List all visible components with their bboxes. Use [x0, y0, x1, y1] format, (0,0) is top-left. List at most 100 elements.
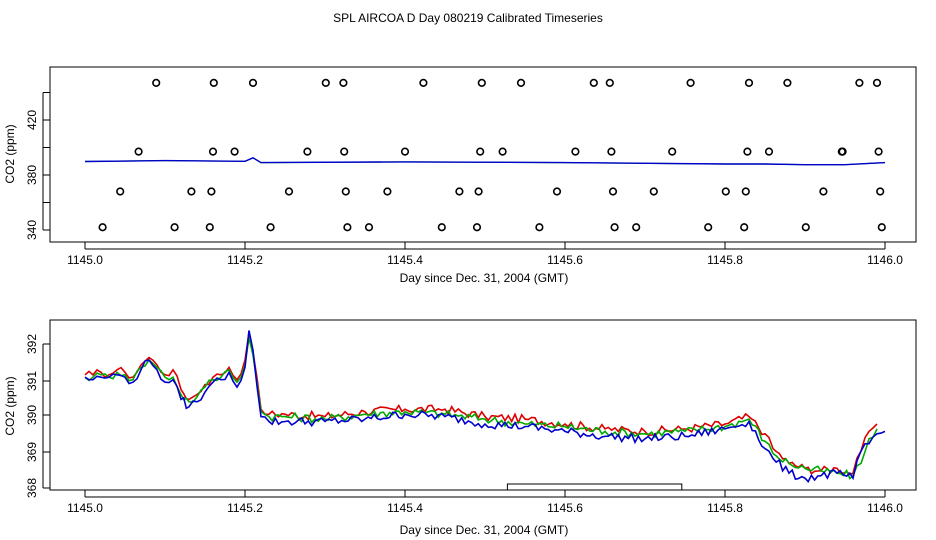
top-plot-frame — [49, 66, 917, 243]
calibration-point — [819, 187, 828, 196]
top-ambient-line — [84, 157, 886, 166]
calibration-point — [340, 147, 349, 156]
top-y-tick-label: 380 — [25, 165, 39, 185]
calibration-point — [764, 147, 774, 156]
calibration-point — [152, 78, 161, 87]
bottom-series-lines — [84, 330, 886, 483]
bottom-time-bar — [506, 483, 683, 491]
calibration-point — [437, 223, 446, 232]
top-x-tick-label: 1145.4 — [387, 253, 423, 267]
calibration-point — [209, 78, 218, 87]
bottom-y-tick-label: 390 — [25, 405, 39, 425]
bottom-panel: 1145.0 1145.2 1145.4 1145.6 1145.8 1146.0 368… — [3, 319, 917, 537]
calibration-point — [343, 223, 352, 232]
bottom-x-tick-label: 1145.6 — [547, 501, 583, 515]
calibration-point — [608, 187, 618, 196]
calibration-point — [419, 78, 428, 87]
calibration-point — [248, 78, 258, 87]
calibration-point — [686, 78, 695, 87]
calibration-point — [589, 78, 598, 87]
top-x-tick-label: 1145.6 — [547, 253, 583, 267]
calibration-point — [704, 223, 713, 232]
bottom-y-axis-title: CO2 (ppm) — [3, 376, 17, 435]
bottom-y-tick-label: 368 — [25, 478, 39, 498]
top-x-tick-label: 1146.0 — [867, 253, 903, 267]
calibration-point — [721, 187, 730, 196]
figure-title: SPL AIRCOA D Day 080219 Calibrated Times… — [333, 11, 603, 25]
top-y-tick-label: 340 — [25, 220, 39, 240]
calibration-point — [230, 147, 239, 156]
calibration-point — [571, 147, 580, 156]
calibration-point — [610, 223, 619, 232]
calibration-point — [134, 147, 143, 156]
calibration-point — [801, 223, 810, 232]
calibration-point — [187, 187, 196, 196]
bottom-x-tick-label: 1146.0 — [867, 501, 903, 515]
top-y-axis: 340 380 420 — [25, 92, 50, 240]
series-line-blue — [84, 330, 886, 483]
calibration-point — [872, 78, 882, 87]
bottom-x-tick-label: 1145.0 — [67, 501, 103, 515]
calibration-point — [874, 147, 883, 156]
top-x-axis: 1145.0 1145.2 1145.4 1145.6 1145.8 1146.0 — [67, 242, 903, 267]
top-panel: 1145.0 1145.2 1145.4 1145.6 1145.8 1146.0 340… — [3, 66, 917, 285]
bottom-x-tick-label: 1145.2 — [227, 501, 263, 515]
calibration-point — [474, 187, 483, 196]
bottom-x-axis: 1145.0 1145.2 1145.4 1145.6 1145.8 1146.0 — [67, 490, 903, 515]
calibration-point — [476, 147, 485, 156]
top-y-axis-title: CO2 (ppm) — [3, 124, 17, 183]
time-range-bar — [506, 483, 683, 491]
calibration-point — [876, 187, 885, 196]
calibration-point — [98, 223, 107, 232]
calibration-point — [740, 223, 749, 232]
calibration-point — [743, 147, 752, 156]
bottom-plot-frame — [49, 319, 917, 491]
calibration-point — [400, 147, 410, 156]
calibration-point — [321, 78, 330, 87]
calibration-point — [668, 147, 677, 156]
top-calibration-points — [98, 78, 886, 232]
calibration-point — [207, 187, 216, 196]
bottom-y-tick-label: 392 — [25, 334, 39, 354]
calibration-point — [208, 147, 218, 156]
calibration-point — [303, 147, 312, 156]
calibration-point — [383, 187, 392, 196]
top-x-tick-label: 1145.2 — [227, 253, 263, 267]
bottom-x-axis-title: Day since Dec. 31, 2004 (GMT) — [400, 523, 569, 537]
calibration-point — [535, 223, 544, 232]
calibration-point — [341, 187, 350, 196]
calibration-point — [364, 223, 374, 232]
calibration-point — [552, 187, 562, 196]
calibration-point — [632, 223, 641, 232]
calibration-point — [284, 187, 294, 196]
calibration-point — [205, 223, 214, 232]
top-x-tick-label: 1145.8 — [707, 253, 743, 267]
calibration-point — [516, 78, 526, 87]
bottom-x-tick-label: 1145.4 — [387, 501, 423, 515]
calibration-point — [472, 223, 482, 232]
calibration-point — [744, 78, 754, 87]
series-line-green — [84, 337, 878, 480]
calibration-point — [607, 147, 616, 156]
calibration-point — [855, 78, 864, 87]
calibration-point — [783, 78, 792, 87]
top-x-tick-label: 1145.0 — [67, 253, 103, 267]
top-x-axis-title: Day since Dec. 31, 2004 (GMT) — [400, 271, 569, 285]
calibration-point — [741, 187, 750, 196]
calibration-point — [605, 78, 614, 87]
bottom-x-tick-label: 1145.8 — [707, 501, 743, 515]
calibration-point — [266, 223, 275, 232]
calibration-point — [649, 187, 658, 196]
calibration-point — [498, 147, 507, 156]
calibration-point — [477, 78, 486, 87]
calibration-point — [116, 187, 125, 196]
calibration-point — [455, 187, 464, 196]
calibration-point — [877, 223, 886, 232]
bottom-y-axis: 368 369 390 391 392 — [25, 334, 50, 498]
bottom-y-tick-label: 391 — [25, 371, 39, 391]
ambient-line-blue — [84, 157, 886, 166]
calibration-point — [339, 78, 348, 87]
calibration-point — [170, 223, 179, 232]
bottom-y-tick-label: 369 — [25, 442, 39, 462]
